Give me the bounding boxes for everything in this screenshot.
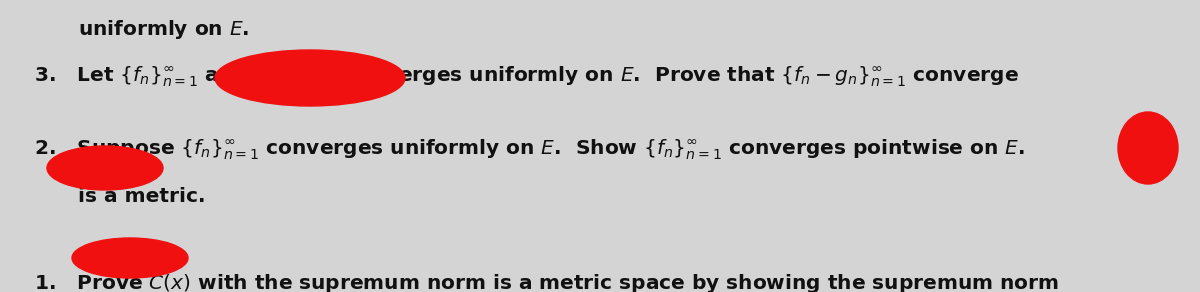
- Text: 3.   Let $\{f_n\}_{n=1}^{\infty}$ and $\{g_n\}_{n=1}^{\infty}$ converges uniform: 3. Let $\{f_n\}_{n=1}^{\infty}$ and $\{g…: [34, 64, 1019, 89]
- Text: 2.   Suppose $\{f_n\}_{n=1}^{\infty}$ converges uniformly on $E$.  Show $\{f_n\}: 2. Suppose $\{f_n\}_{n=1}^{\infty}$ conv…: [34, 137, 1025, 162]
- Text: uniformly on $E$.: uniformly on $E$.: [78, 18, 250, 41]
- Text: 1.   Prove $C(x)$ with the supremum norm is a metric space by showing the suprem: 1. Prove $C(x)$ with the supremum norm i…: [34, 272, 1058, 292]
- Text: is a metric.: is a metric.: [78, 187, 205, 206]
- Ellipse shape: [47, 146, 163, 190]
- Ellipse shape: [1118, 112, 1178, 184]
- Ellipse shape: [215, 50, 406, 106]
- Ellipse shape: [72, 238, 188, 278]
